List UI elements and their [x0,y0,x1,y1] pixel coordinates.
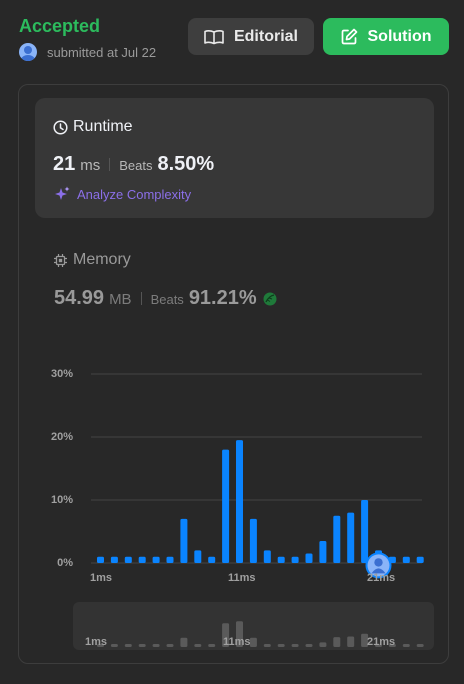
brush-bar [263,644,271,647]
brush-tick-label: 11ms [223,636,251,648]
brush-bar [277,644,285,647]
chart-bar[interactable] [249,518,257,563]
editorial-label: Editorial [233,27,298,45]
brush-bar [388,644,396,647]
chart-bar[interactable] [152,556,160,563]
brush-bar [222,623,230,647]
memory-beats-value: 91.21% [188,287,257,309]
y-tick-label: 0% [57,557,73,569]
brush-bar [249,637,257,647]
submitted-time: submitted at Jul 22 [47,44,157,60]
brush-bar [194,644,202,647]
avatar[interactable] [19,43,37,61]
clock-icon [53,119,68,135]
edit-icon [341,28,357,45]
chart-bar[interactable] [347,512,355,563]
chart-bar[interactable] [319,540,327,563]
sparkle-icon [55,186,70,200]
brush-bar [402,644,410,647]
chart-bar[interactable] [124,556,132,563]
divider [109,158,111,171]
runtime-beats-label: Beats [119,158,153,173]
solution-button[interactable]: Solution [323,18,449,55]
brush-bar [236,621,243,647]
x-tick-label: 1ms [90,572,113,584]
book-icon [204,29,224,44]
brush-bar [110,644,118,647]
range-brush[interactable]: 1ms 11ms 21ms [73,602,434,650]
runtime-unit: ms [80,157,101,174]
chart-bar[interactable] [305,553,313,563]
submission-info: submitted at Jul 22 [19,43,156,61]
runtime-value: 21 [53,153,76,175]
brush-bar [208,644,216,647]
memory-metrics[interactable]: 54.99 MB Beats 91.21% [54,287,278,310]
memory-beats-label: Beats [150,292,184,307]
brush-bar [97,644,104,647]
brush-bar [180,637,188,647]
brush-bar [361,633,369,647]
result-panel: Runtime 21 ms Beats 8.50% Analyze Comple… [18,84,449,664]
runtime-metrics: 21 ms Beats 8.50% [53,153,214,176]
y-tick-label: 30% [50,368,73,380]
analyze-complexity-label: Analyze Complexity [77,186,192,202]
solution-label: Solution [367,27,432,45]
memory-heading-label: Memory [73,251,131,268]
chart-bar[interactable] [97,556,104,563]
chart-bar[interactable] [138,556,146,563]
brush-bar [375,644,382,647]
brush-tick-label: 21ms [367,636,396,648]
bar-chart[interactable] [19,85,450,665]
brush-bar [416,644,424,647]
brush-bar [305,644,313,647]
x-tick-label: 11ms [228,572,256,584]
brush-bar [124,644,132,647]
x-tick-label: 21ms [367,572,396,584]
brush-bar [347,636,355,647]
runtime-beats-value: 8.50% [157,153,215,175]
brush-chart[interactable] [73,602,434,650]
chart-bar[interactable] [291,556,299,563]
brush-bar [333,637,341,647]
memory-value: 54.99 [54,287,105,309]
chart-bar[interactable] [194,550,202,563]
chart-bar[interactable] [166,556,174,563]
chart-bar[interactable] [110,556,118,563]
chart-bar[interactable] [180,518,188,563]
chart-bar[interactable] [402,556,410,563]
divider [140,292,142,305]
editorial-button[interactable]: Editorial [188,18,314,55]
leaf-badge-icon [263,292,277,306]
brush-bar [291,644,299,647]
chart-bar[interactable] [263,550,271,563]
chip-icon [54,253,67,267]
memory-unit: MB [109,291,132,308]
memory-heading[interactable]: Memory [53,251,131,269]
status-title: Accepted [19,16,101,36]
chart-bar[interactable] [222,449,230,563]
chart-bar[interactable] [416,556,424,563]
brush-bar [319,642,327,647]
brush-bar [166,644,174,647]
chart-bar[interactable] [277,556,285,563]
runtime-heading-label: Runtime [73,118,133,135]
chart-bar[interactable] [333,515,341,563]
runtime-card[interactable]: Runtime 21 ms Beats 8.50% Analyze Comple… [35,98,434,218]
runtime-heading: Runtime [53,118,133,136]
brush-bar [138,644,146,647]
brush-tick-label: 1ms [85,636,108,648]
chart-bar[interactable] [236,440,243,563]
analyze-complexity-link[interactable]: Analyze Complexity [53,186,191,202]
y-tick-label: 10% [50,494,73,506]
y-tick-label: 20% [50,431,73,443]
brush-bar [152,644,160,647]
chart-bar[interactable] [208,556,216,563]
chart-bar[interactable] [361,500,369,563]
submission-marker-avatar[interactable] [365,552,392,579]
submission-status: Accepted submitted at Jul 22 [19,16,156,61]
